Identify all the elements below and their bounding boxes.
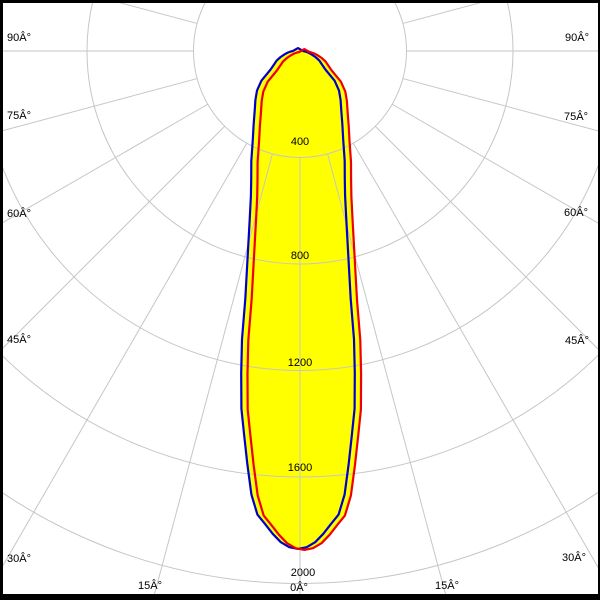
grid-ray-left-75: [0, 78, 198, 132]
angle-label-left-45: 45Â°: [7, 334, 31, 346]
grid-ray-right-75: [402, 78, 600, 132]
angle-label-left-60: 60Â°: [7, 208, 31, 220]
grid-ray-left-45: [0, 125, 226, 352]
grid-ray-right-30: [352, 142, 600, 572]
angle-label-left-30: 30Â°: [7, 553, 31, 565]
grid-ray-right-15: [327, 153, 448, 600]
grid-ray-right-60: [391, 103, 600, 225]
angle-label-left-75: 75Â°: [7, 110, 31, 122]
ring-label-1200: 1200: [287, 357, 313, 369]
grid-ray-right-45: [374, 125, 600, 352]
frame-right: [598, 0, 600, 600]
angle-label-bottom-right-15: 15Â°: [435, 580, 459, 592]
angle-label-left-90: 90Â°: [7, 32, 31, 44]
ring-label-2000: 2000: [290, 567, 316, 579]
angle-label-right-90: 90Â°: [565, 32, 589, 44]
curve-red: [246, 48, 363, 551]
beam-fill-blue-area: [241, 48, 355, 549]
angle-label-bottom-0: 0Â°: [290, 582, 308, 594]
angle-label-right-45: 45Â°: [565, 335, 589, 347]
ring-label-800: 800: [290, 250, 310, 262]
grid-ray-left-15: [152, 153, 273, 600]
ring-label-1600: 1600: [287, 462, 313, 474]
frame-bottom: [0, 594, 600, 600]
angle-label-right-75: 75Â°: [564, 111, 588, 123]
frame-top: [0, 0, 600, 3]
angle-label-right-30: 30Â°: [562, 552, 586, 564]
frame-left: [0, 0, 3, 600]
angle-label-right-60: 60Â°: [564, 207, 588, 219]
ring-label-400: 400: [290, 136, 310, 148]
grid-ray-left-60: [0, 103, 209, 225]
grid-ray-left-30: [0, 142, 248, 572]
angle-label-bottom-left-15: 15Â°: [138, 580, 162, 592]
